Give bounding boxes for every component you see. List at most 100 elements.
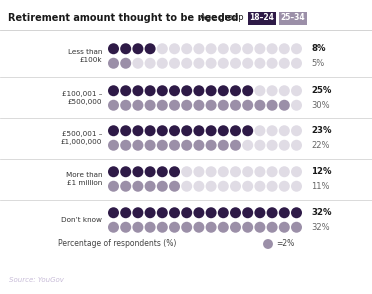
Text: 23%: 23% (311, 126, 332, 135)
Text: Age group: Age group (200, 14, 244, 23)
Circle shape (169, 166, 180, 177)
Circle shape (206, 85, 217, 96)
Circle shape (169, 125, 180, 136)
Circle shape (157, 125, 168, 136)
Text: 5%: 5% (311, 59, 324, 68)
Circle shape (132, 125, 143, 136)
Circle shape (157, 140, 168, 151)
Text: 12%: 12% (311, 167, 332, 176)
Circle shape (242, 166, 253, 177)
Circle shape (242, 125, 253, 136)
Circle shape (206, 140, 217, 151)
Circle shape (132, 140, 143, 151)
Circle shape (267, 140, 278, 151)
Circle shape (254, 140, 265, 151)
Circle shape (157, 181, 168, 192)
Circle shape (181, 166, 192, 177)
Circle shape (157, 85, 168, 96)
Circle shape (120, 181, 131, 192)
Circle shape (181, 100, 192, 111)
Circle shape (181, 125, 192, 136)
Circle shape (108, 85, 119, 96)
Circle shape (120, 207, 131, 218)
Circle shape (132, 207, 143, 218)
Circle shape (181, 181, 192, 192)
Circle shape (108, 58, 119, 69)
Circle shape (193, 166, 204, 177)
Circle shape (181, 43, 192, 54)
Circle shape (206, 100, 217, 111)
Circle shape (206, 207, 217, 218)
Text: 32%: 32% (311, 223, 330, 232)
Circle shape (120, 140, 131, 151)
Circle shape (279, 207, 290, 218)
Circle shape (157, 43, 168, 54)
Circle shape (169, 100, 180, 111)
Circle shape (169, 85, 180, 96)
Circle shape (230, 181, 241, 192)
FancyBboxPatch shape (248, 11, 276, 24)
Circle shape (291, 166, 302, 177)
Circle shape (242, 43, 253, 54)
Circle shape (193, 85, 204, 96)
Circle shape (169, 43, 180, 54)
Text: £100,001 –
£500,000: £100,001 – £500,000 (62, 91, 102, 105)
Circle shape (145, 181, 155, 192)
Circle shape (193, 140, 204, 151)
Circle shape (267, 100, 278, 111)
Text: =2%: =2% (276, 240, 295, 248)
Circle shape (267, 181, 278, 192)
Circle shape (254, 181, 265, 192)
Circle shape (242, 181, 253, 192)
Circle shape (120, 166, 131, 177)
Circle shape (291, 140, 302, 151)
Circle shape (279, 58, 290, 69)
Circle shape (279, 140, 290, 151)
Circle shape (145, 43, 155, 54)
Circle shape (218, 125, 229, 136)
Text: Don’t know: Don’t know (61, 217, 102, 223)
Circle shape (157, 58, 168, 69)
Circle shape (291, 125, 302, 136)
Circle shape (254, 222, 265, 233)
Circle shape (145, 125, 155, 136)
Circle shape (108, 222, 119, 233)
Circle shape (218, 140, 229, 151)
Circle shape (120, 222, 131, 233)
Circle shape (291, 181, 302, 192)
Circle shape (206, 43, 217, 54)
Text: A: A (351, 273, 361, 286)
Text: 18–24: 18–24 (250, 14, 275, 23)
Circle shape (132, 166, 143, 177)
Circle shape (267, 85, 278, 96)
Circle shape (254, 85, 265, 96)
Circle shape (157, 207, 168, 218)
Circle shape (108, 125, 119, 136)
Text: Less than
£100k: Less than £100k (68, 49, 102, 63)
Circle shape (193, 43, 204, 54)
Circle shape (120, 58, 131, 69)
Circle shape (230, 140, 241, 151)
Circle shape (242, 207, 253, 218)
Circle shape (242, 85, 253, 96)
Circle shape (169, 58, 180, 69)
Circle shape (145, 207, 155, 218)
Circle shape (193, 125, 204, 136)
Circle shape (218, 181, 229, 192)
Circle shape (120, 100, 131, 111)
Circle shape (206, 222, 217, 233)
Circle shape (291, 207, 302, 218)
Circle shape (254, 166, 265, 177)
Circle shape (145, 166, 155, 177)
Circle shape (279, 85, 290, 96)
Circle shape (145, 140, 155, 151)
Text: 22%: 22% (311, 141, 330, 150)
Circle shape (193, 100, 204, 111)
Circle shape (263, 239, 273, 249)
Text: 8%: 8% (311, 44, 326, 53)
Circle shape (132, 85, 143, 96)
Circle shape (193, 181, 204, 192)
Circle shape (254, 125, 265, 136)
Circle shape (169, 181, 180, 192)
Circle shape (218, 166, 229, 177)
